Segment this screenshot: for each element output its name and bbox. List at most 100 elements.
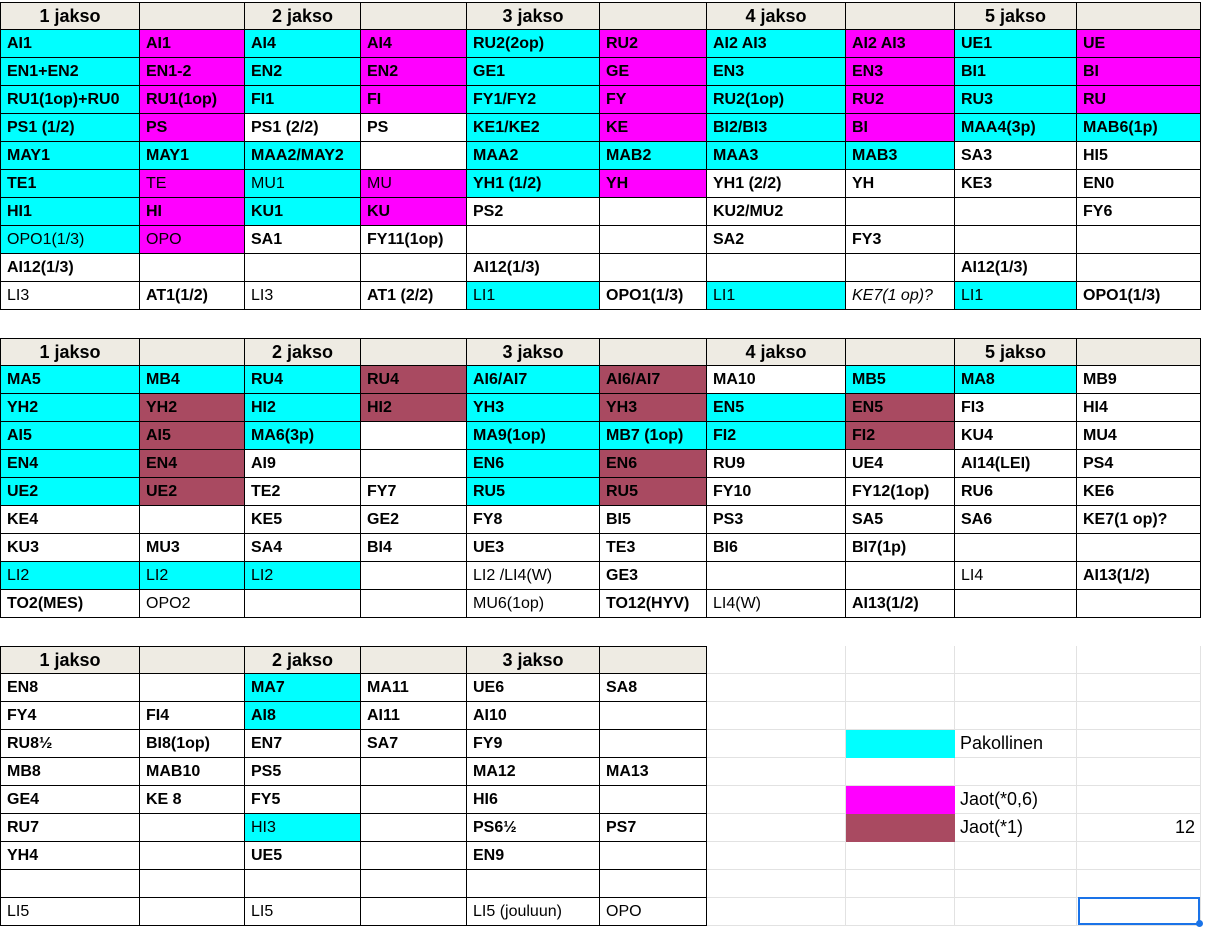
course-cell[interactable]: EN3 [707, 58, 846, 86]
empty-cell[interactable] [1077, 870, 1201, 898]
empty-cell[interactable] [1077, 674, 1201, 702]
course-cell[interactable]: SA3 [955, 142, 1077, 170]
course-cell[interactable] [140, 674, 245, 702]
course-cell[interactable] [361, 814, 467, 842]
course-cell[interactable]: YH [600, 170, 707, 198]
course-cell[interactable] [846, 254, 955, 282]
course-cell[interactable]: PS4 [1077, 450, 1201, 478]
course-cell[interactable]: GE4 [0, 786, 140, 814]
period-header[interactable]: 2 jakso [245, 338, 361, 366]
empty-cell[interactable] [707, 674, 846, 702]
course-cell[interactable] [600, 730, 707, 758]
course-cell[interactable]: EN9 [467, 842, 600, 870]
course-cell[interactable]: MAA2 [467, 142, 600, 170]
course-cell[interactable]: MU4 [1077, 422, 1201, 450]
course-cell[interactable]: UE [1077, 30, 1201, 58]
empty-cell[interactable] [955, 674, 1077, 702]
empty-cell[interactable] [707, 898, 846, 926]
course-cell[interactable]: LI2 [0, 562, 140, 590]
course-cell[interactable]: LI5 [245, 898, 361, 926]
course-cell[interactable]: HI2 [361, 394, 467, 422]
course-cell[interactable]: YH2 [140, 394, 245, 422]
empty-cell[interactable] [1077, 898, 1201, 926]
course-cell[interactable] [955, 198, 1077, 226]
course-cell[interactable]: RU1(1op) [140, 86, 245, 114]
course-cell[interactable]: PS2 [467, 198, 600, 226]
course-cell[interactable]: SA1 [245, 226, 361, 254]
course-cell[interactable]: SA2 [707, 226, 846, 254]
course-cell[interactable]: UE6 [467, 674, 600, 702]
course-cell[interactable]: YH3 [600, 394, 707, 422]
course-cell[interactable]: MA9(1op) [467, 422, 600, 450]
course-cell[interactable]: PS7 [600, 814, 707, 842]
course-cell[interactable]: RU7 [0, 814, 140, 842]
empty-cell[interactable] [707, 730, 846, 758]
course-cell[interactable]: KU1 [245, 198, 361, 226]
course-cell[interactable]: KU4 [955, 422, 1077, 450]
course-cell[interactable]: HI3 [245, 814, 361, 842]
course-cell[interactable]: BI1 [955, 58, 1077, 86]
period-header[interactable]: 3 jakso [467, 338, 600, 366]
empty-cell[interactable] [955, 842, 1077, 870]
course-cell[interactable]: BI5 [600, 506, 707, 534]
course-cell[interactable]: AI10 [467, 702, 600, 730]
empty-cell[interactable] [1077, 646, 1201, 674]
header-cell[interactable] [140, 338, 245, 366]
course-cell[interactable]: EN1+EN2 [0, 58, 140, 86]
course-cell[interactable]: SA8 [600, 674, 707, 702]
period-header[interactable]: 3 jakso [467, 646, 600, 674]
course-cell[interactable]: MB9 [1077, 366, 1201, 394]
course-cell[interactable]: EN1-2 [140, 58, 245, 86]
course-cell[interactable]: KE4 [0, 506, 140, 534]
course-cell[interactable]: SA4 [245, 534, 361, 562]
course-cell[interactable]: OPO [600, 898, 707, 926]
header-cell[interactable] [600, 2, 707, 30]
course-cell[interactable]: EN2 [245, 58, 361, 86]
course-cell[interactable] [1077, 534, 1201, 562]
course-cell[interactable]: MAA3 [707, 142, 846, 170]
header-cell[interactable] [140, 2, 245, 30]
course-cell[interactable]: AT1 (2/2) [361, 282, 467, 310]
course-cell[interactable]: FI4 [140, 702, 245, 730]
course-cell[interactable]: TE2 [245, 478, 361, 506]
course-cell[interactable]: MU3 [140, 534, 245, 562]
course-cell[interactable]: HI4 [1077, 394, 1201, 422]
course-cell[interactable]: AT1(1/2) [140, 282, 245, 310]
period-header[interactable]: 1 jakso [0, 338, 140, 366]
course-cell[interactable]: MAA4(3p) [955, 114, 1077, 142]
course-cell[interactable]: RU8½ [0, 730, 140, 758]
course-cell[interactable]: AI5 [0, 422, 140, 450]
course-cell[interactable]: AI14(LEI) [955, 450, 1077, 478]
course-cell[interactable]: AI12(1/3) [0, 254, 140, 282]
course-cell[interactable]: EN3 [846, 58, 955, 86]
course-cell[interactable]: MB8 [0, 758, 140, 786]
course-cell[interactable]: UE2 [0, 478, 140, 506]
course-cell[interactable]: MAB2 [600, 142, 707, 170]
course-cell[interactable] [846, 198, 955, 226]
selected-cell[interactable] [1078, 897, 1200, 925]
course-cell[interactable] [140, 254, 245, 282]
course-cell[interactable]: LI3 [245, 282, 361, 310]
course-cell[interactable] [467, 226, 600, 254]
empty-cell[interactable] [955, 758, 1077, 786]
course-cell[interactable]: AI6/AI7 [467, 366, 600, 394]
course-cell[interactable]: AI6/AI7 [600, 366, 707, 394]
course-cell[interactable]: MA13 [600, 758, 707, 786]
course-cell[interactable]: KU [361, 198, 467, 226]
course-cell[interactable] [467, 870, 600, 898]
course-cell[interactable]: BI6 [707, 534, 846, 562]
course-cell[interactable]: OPO [140, 226, 245, 254]
course-cell[interactable]: MA12 [467, 758, 600, 786]
header-cell[interactable] [600, 646, 707, 674]
course-cell[interactable]: UE4 [846, 450, 955, 478]
course-cell[interactable]: KE6 [1077, 478, 1201, 506]
course-cell[interactable]: TE [140, 170, 245, 198]
course-cell[interactable]: GE3 [600, 562, 707, 590]
course-cell[interactable]: PS5 [245, 758, 361, 786]
course-cell[interactable]: RU2(2op) [467, 30, 600, 58]
course-cell[interactable]: AI13(1/2) [1077, 562, 1201, 590]
course-cell[interactable]: AI13(1/2) [846, 590, 955, 618]
course-cell[interactable]: LI3 [0, 282, 140, 310]
course-cell[interactable]: FY12(1op) [846, 478, 955, 506]
course-cell[interactable]: GE [600, 58, 707, 86]
